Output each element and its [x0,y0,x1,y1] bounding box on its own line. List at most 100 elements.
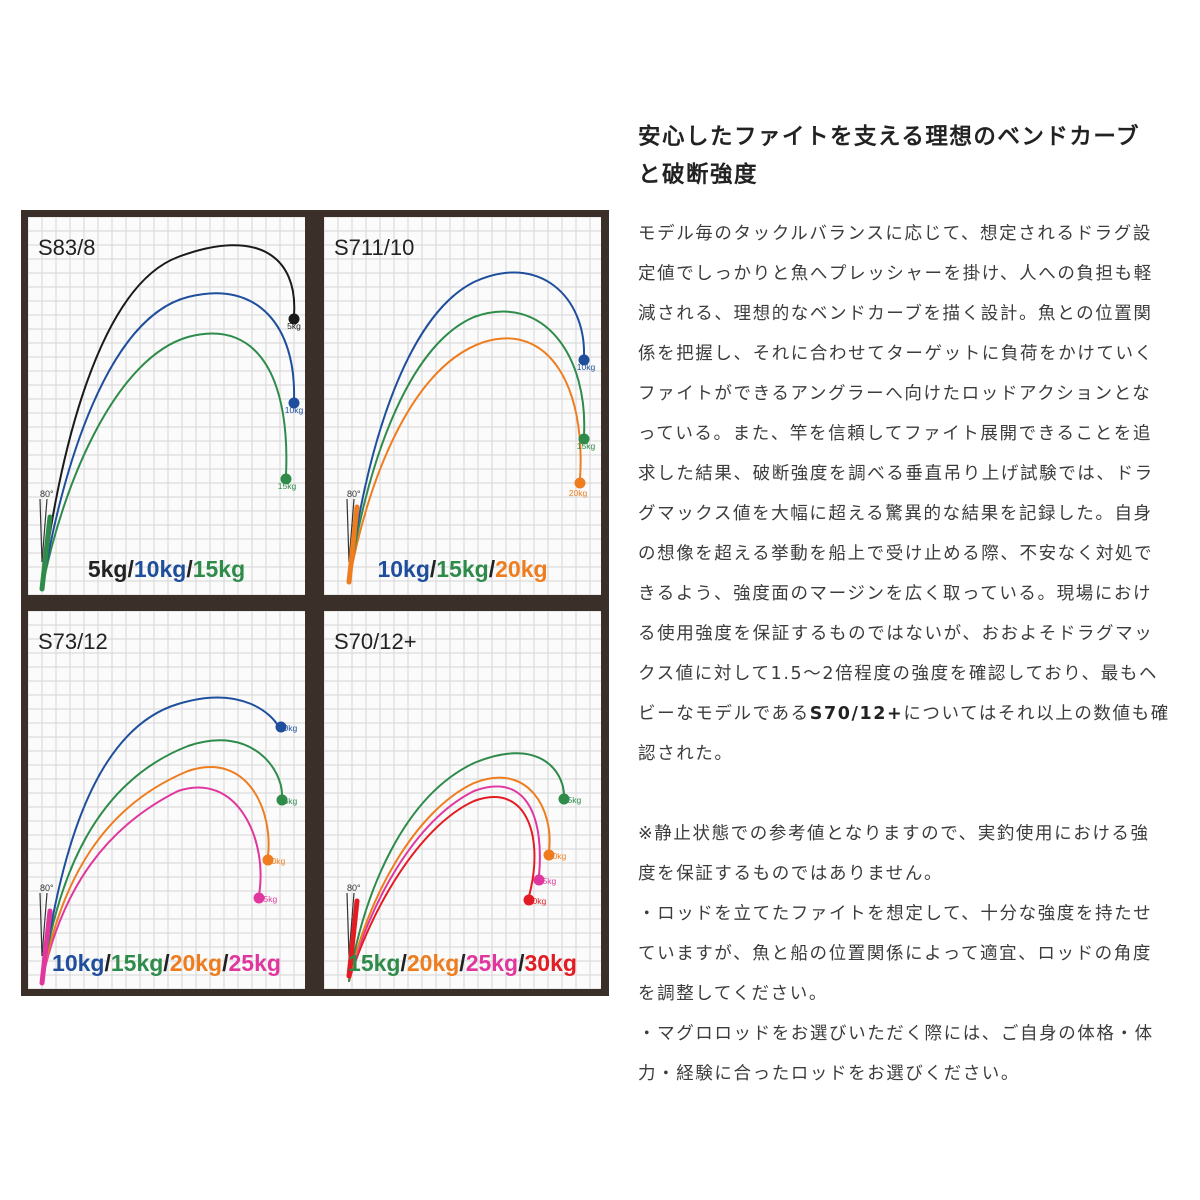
load-label: 10kg [279,723,298,733]
legend-entry: 15kg [110,950,164,976]
bend-curve: 15kg [41,739,297,982]
grid-lines [28,611,305,989]
angle-label: 80° [40,489,54,499]
angle-80-marker: 80° [39,489,54,563]
load-point [574,477,586,489]
load-point [280,473,292,485]
legend-separator: / [163,950,170,976]
body-line: きるよう、強度面のマージンを広く取っている。現場におけ [638,584,1153,604]
body-line: クス値に対して1.5〜2倍程度の強度を確認しており、最もヘ [638,664,1159,684]
panel-legend: 10kg/15kg/20kg [324,556,601,583]
headline: 安心したファイトを支える理想のベンドカーブ と破断強度 [638,118,1183,194]
load-point [578,354,590,366]
load-point [288,397,300,409]
load-label: 25kg [259,894,278,904]
rod-curve [348,271,586,583]
legend-entry: 15kg [192,556,246,582]
rod-butt [39,908,53,986]
load-point [558,793,570,805]
rod-curve [348,776,551,982]
load-label: 20kg [569,488,588,498]
body-text: ビーなモデルである [638,704,810,724]
legend-entry: 10kg [377,556,430,582]
load-point [533,874,545,886]
rod-curve [41,292,296,590]
note-line: を調整してください。 [638,984,828,1004]
legend-entry: 10kg [52,950,105,976]
panel-s711-10: 80° 20kg 15kg 10kg S711/10 10kg/15kg/20kg [324,217,601,595]
headline-line: と破断強度 [638,162,759,188]
panel-s70-12plus: 80° 30kg 25kg 20kg 15kg S70/12+ 15kg/20kg/25… [324,611,601,989]
load-point [276,794,288,806]
angle-label: 80° [347,489,361,499]
note-line: ・ロッドを立てたファイトを想定して、十分な強度を持たせ [638,904,1153,924]
panel-model-label: S711/10 [334,235,415,260]
bend-curve-diagram: 80° 15kg 10kg 5kg S83/8 5kg/10kg/15kg 80° 20… [21,210,609,996]
legend-entry: 15kg [436,556,489,582]
body-line: モデル毎のタックルバランスに応じて、想定されるドラグ設 [638,224,1152,244]
note-line: ていますが、魚と船の位置関係によって適宜、ロッドの角度 [638,944,1152,964]
legend-separator: / [429,556,437,582]
load-label: 30kg [528,896,547,906]
headline-line: 安心したファイトを支える理想のベンドカーブ [638,124,1140,150]
rod-butt [346,504,360,585]
rod-curve [41,766,270,982]
load-label: 15kg [278,481,297,491]
angle-label: 80° [347,883,361,893]
bend-curve: 10kg [41,696,298,982]
load-label: 10kg [285,405,304,415]
legend-separator: / [104,950,111,976]
bend-curve: 10kg [41,292,304,590]
angle-80-marker: 80° [39,883,54,957]
legend-entry: 10kg [133,556,187,582]
note-line: ※静止状態での参考値となりますので、実釣使用における強 [638,824,1150,844]
rod-curve [348,796,536,982]
rod-curve [348,337,582,583]
load-point [578,433,590,445]
body-line: 定値でしっかりと魚へプレッシャーを掛け、人への負担も軽 [638,264,1153,284]
panel-legend: 10kg/15kg/20kg/25kg [28,950,305,977]
legend-separator: / [222,950,229,976]
bend-curve: 10kg [348,271,595,583]
legend-entry: 20kg [169,950,223,976]
bend-curve: 15kg [41,332,297,590]
description-column: 安心したファイトを支える理想のベンドカーブ と破断強度 モデル毎のタックルバラン… [638,118,1183,1094]
bend-curve: 15kg [348,752,582,982]
body-line: 係を把握し、それに合わせてターゲットに負荷をかけていく [638,344,1154,364]
legend-entry: 15kg [348,950,401,976]
body-line: る使用強度を保証するものではないが、おおよそドラグマッ [638,624,1154,644]
body-line: っている。また、竿を信頼してファイト展開できることを追 [638,424,1152,444]
rod-curve [348,752,565,982]
rod-curve [348,310,586,583]
panel-model-label: S70/12+ [334,629,417,654]
bend-curve: 25kg [348,785,556,982]
legend-separator: / [488,556,496,582]
body-line: 求した結果、破断強度を調べる垂直吊り上げ試験では、ドラ [638,464,1154,484]
load-point [523,894,535,906]
load-point [543,849,555,861]
legend-entry: 30kg [524,950,577,976]
rod-butt [346,898,360,979]
rod-curve [41,244,296,590]
bend-curve: 25kg [41,786,278,982]
body-line: ファイトができるアングラーへ向けたロッドアクションとな [638,384,1152,404]
note-line: ・マグロロッドをお選びいただく際には、ご自身の体格・体 [638,1024,1154,1044]
load-label: 15kg [563,795,582,805]
grid-lines [28,217,305,595]
body-line: の想像を超える挙動を船上で受け止める際、不安なく対処で [638,544,1154,564]
panel-legend: 15kg/20kg/25kg/30kg [324,950,601,977]
legend-separator: / [127,556,134,582]
body-line: 認された。 [638,744,734,764]
legend-separator: / [518,950,525,976]
model-name-emphasis: S70/12+ [809,704,904,724]
load-label: 20kg [267,856,286,866]
bend-curve: 15kg [348,310,595,583]
grid-lines [324,217,601,595]
note-line: 力・経験に合ったロッドをお選びください。 [638,1064,1020,1084]
rod-curve [41,332,288,590]
bend-curve: 20kg [348,776,566,982]
body-line: ビーなモデルであるS70/12+についてはそれ以上の数値も確 [638,694,1183,734]
